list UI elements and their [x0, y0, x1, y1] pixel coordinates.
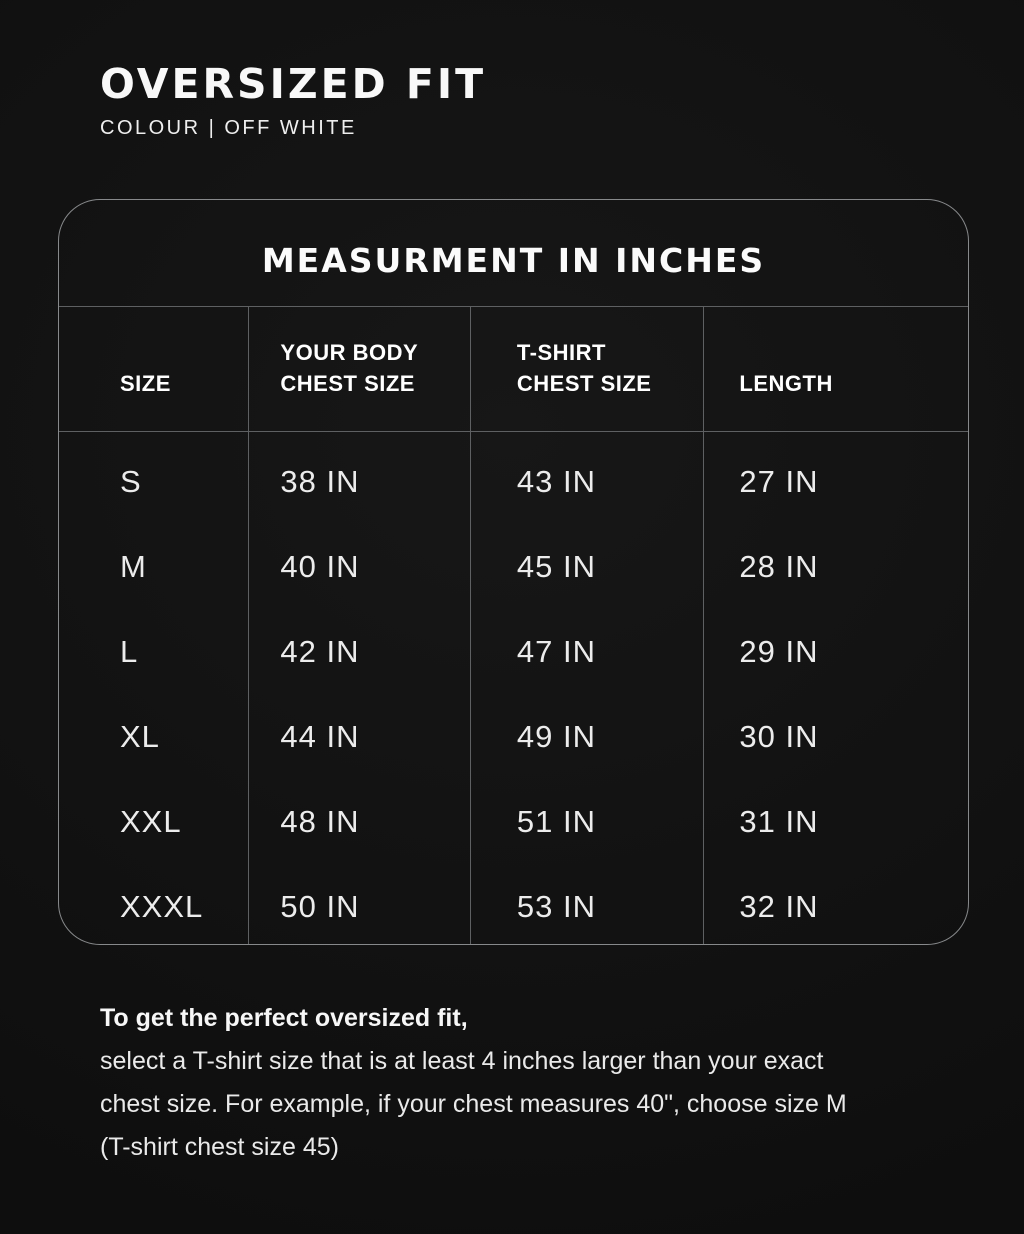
size-cell: XXL	[120, 803, 182, 839]
column-header-length: LENGTH	[703, 307, 968, 433]
header: OVERSIZED FIT COLOUR | OFF WHITE	[0, 0, 1024, 140]
body-chest-cell: 40 IN	[248, 524, 469, 610]
tshirt-chest-cell: 49 IN	[469, 694, 704, 780]
tshirt-chest-cell: 47 IN	[469, 609, 704, 695]
size-cell: XL	[120, 718, 160, 754]
column-header-tshirt-chest: T-SHIRT CHEST SIZE	[469, 307, 704, 433]
page-title: OVERSIZED FIT	[100, 60, 487, 108]
length-cell: 29 IN	[703, 609, 968, 695]
size-cell: L	[120, 633, 139, 669]
body-chest-cell: 42 IN	[248, 609, 469, 695]
size-chart-table: MEASURMENT IN INCHES SIZE YOUR BODY CHES…	[58, 199, 969, 946]
table-title: MEASURMENT IN INCHES	[59, 200, 968, 308]
page-subtitle: COLOUR | OFF WHITE	[100, 117, 357, 140]
size-cell: M	[120, 548, 147, 584]
fit-note-line: chest size. For example, if your chest m…	[100, 1090, 847, 1119]
column-header-body-chest: YOUR BODY CHEST SIZE	[248, 307, 470, 433]
fit-note-line: (T-shirt chest size 45)	[100, 1133, 339, 1162]
body-chest-cell: 38 IN	[248, 432, 469, 525]
tshirt-chest-cell: 53 IN	[469, 864, 704, 945]
body-chest-cell: 50 IN	[248, 864, 469, 945]
length-cell: 32 IN	[703, 864, 968, 945]
length-cell: 27 IN	[703, 432, 968, 525]
body-chest-cell: 48 IN	[248, 779, 469, 865]
size-cell: XXXL	[120, 888, 204, 924]
body-chest-cell: 44 IN	[248, 694, 469, 780]
tshirt-chest-cell: 43 IN	[469, 432, 704, 525]
length-cell: 30 IN	[703, 694, 968, 780]
fit-note-line: select a T-shirt size that is at least 4…	[100, 1047, 824, 1076]
table-grid: SIZE YOUR BODY CHEST SIZE T-SHIRT CHEST …	[59, 307, 968, 945]
length-cell: 31 IN	[703, 779, 968, 865]
size-cell: S	[120, 463, 142, 499]
tshirt-chest-cell: 45 IN	[469, 524, 704, 610]
column-header-size: SIZE	[59, 307, 249, 433]
fit-note-intro: To get the perfect oversized fit,	[100, 1004, 468, 1033]
length-cell: 28 IN	[703, 524, 968, 610]
tshirt-chest-cell: 51 IN	[469, 779, 704, 865]
fit-note: To get the perfect oversized fit, select…	[100, 997, 940, 1169]
